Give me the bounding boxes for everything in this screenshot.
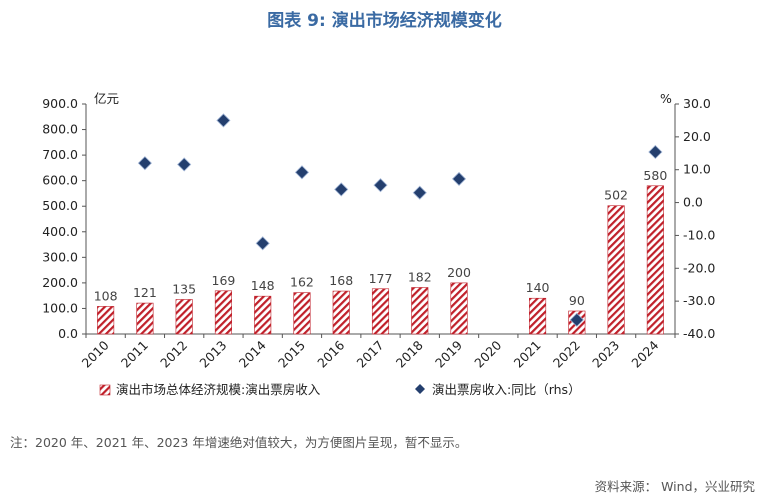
- y-tick-label: 100.0: [42, 300, 78, 315]
- bar: [450, 282, 468, 335]
- yoy-marker: [373, 178, 388, 193]
- x-tick-label: 2011: [118, 338, 151, 371]
- y-tick-label: 200.0: [42, 275, 78, 290]
- legend-bar-label: 演出市场总体经济规模:演出票房收入: [116, 382, 321, 397]
- bar: [371, 288, 390, 335]
- y2-tick-label: 20.0: [683, 129, 711, 144]
- yoy-marker: [451, 171, 467, 186]
- x-tick-label: 2018: [393, 337, 426, 370]
- x-tick-label: 2024: [628, 337, 661, 370]
- x-tick-label: 2020: [471, 337, 504, 370]
- y2-tick-label: -40.0: [683, 326, 715, 341]
- y2-tick-label: 30.0: [683, 96, 711, 111]
- legend-marker-label: 演出票房收入:同比（rhs）: [432, 382, 581, 397]
- y-tick-label: 0.0: [58, 326, 78, 341]
- legend-bar-swatch: [99, 384, 111, 396]
- x-tick-label: 2021: [511, 338, 544, 371]
- bar: [97, 306, 115, 335]
- plot-area: 0.0 100.0 200.0 300.0 400.0 500.0 600.0 700.0 80…: [42, 91, 715, 397]
- x-tick-label: 2014: [236, 337, 269, 370]
- bar: [411, 287, 429, 335]
- y-tick-label: 400.0: [42, 224, 78, 239]
- y-tick-label: 300.0: [42, 249, 78, 264]
- right-axis-unit: %: [660, 91, 672, 106]
- x-tick-label: 2012: [157, 338, 190, 371]
- bar: [607, 205, 625, 335]
- bar-value-label: 90: [569, 293, 585, 308]
- bar: [136, 302, 154, 335]
- bar: [175, 299, 193, 335]
- bar-value-label: 108: [94, 288, 118, 303]
- x-tick-label: 2023: [589, 338, 622, 371]
- y-tick-label: 900.0: [42, 96, 78, 111]
- x-tick-label: 2015: [275, 338, 308, 371]
- bar-value-label: 502: [604, 188, 628, 203]
- yoy-marker: [137, 156, 152, 171]
- bar-value-label: 148: [251, 278, 275, 293]
- x-tick-label: 2016: [314, 337, 347, 370]
- bar-value-label: 121: [133, 285, 157, 300]
- legend-marker-swatch: [415, 384, 425, 394]
- yoy-marker: [294, 165, 310, 180]
- bar-value-label: 135: [172, 282, 196, 297]
- bar: [214, 290, 232, 335]
- chart-title: 图表 9: 演出市场经济规模变化: [267, 11, 502, 31]
- y-tick-label: 500.0: [42, 198, 78, 213]
- x-tick-label: 2010: [79, 337, 112, 370]
- bar-value-label: 580: [643, 168, 667, 183]
- bar-value-label: 168: [329, 273, 353, 288]
- y2-tick-label: -10.0: [683, 227, 715, 242]
- bar: [293, 292, 311, 335]
- bar-value-label: 200: [447, 265, 471, 280]
- bar-value-label: 182: [408, 269, 432, 284]
- x-tick-label: 2017: [354, 338, 387, 371]
- y2-tick-label: -30.0: [683, 293, 715, 308]
- y-tick-label: 800.0: [42, 122, 78, 137]
- bar: [332, 290, 350, 335]
- bar: [646, 185, 664, 335]
- yoy-marker: [177, 157, 192, 172]
- y-tick-label: 700.0: [42, 147, 78, 162]
- y2-tick-label: 10.0: [683, 162, 711, 177]
- yoy-marker: [255, 236, 270, 251]
- bar-value-label: 140: [526, 280, 550, 295]
- yoy-marker: [569, 312, 584, 327]
- x-tick-label: 2019: [432, 337, 465, 370]
- bar-value-label: 162: [290, 275, 314, 290]
- bar: [529, 297, 547, 335]
- bar: [254, 295, 272, 335]
- y2-tick-label: -20.0: [683, 260, 715, 275]
- bar-value-label: 169: [212, 273, 236, 288]
- x-tick-label: 2022: [550, 338, 583, 371]
- yoy-marker: [412, 185, 427, 200]
- footnote: 注：2020 年、2021 年、2023 年增速绝对值较大，为方便图片呈现，暂不…: [10, 435, 468, 450]
- x-tick-label: 2013: [196, 338, 229, 371]
- source-note: 资料来源： Wind，兴业研究: [594, 479, 755, 494]
- y2-tick-label: 0.0: [683, 195, 703, 210]
- y-tick-label: 600.0: [42, 173, 78, 188]
- bar-value-label: 177: [369, 271, 393, 286]
- yoy-marker: [648, 144, 663, 160]
- yoy-marker: [334, 182, 349, 197]
- yoy-marker: [216, 113, 231, 128]
- left-axis-unit: 亿元: [94, 91, 119, 106]
